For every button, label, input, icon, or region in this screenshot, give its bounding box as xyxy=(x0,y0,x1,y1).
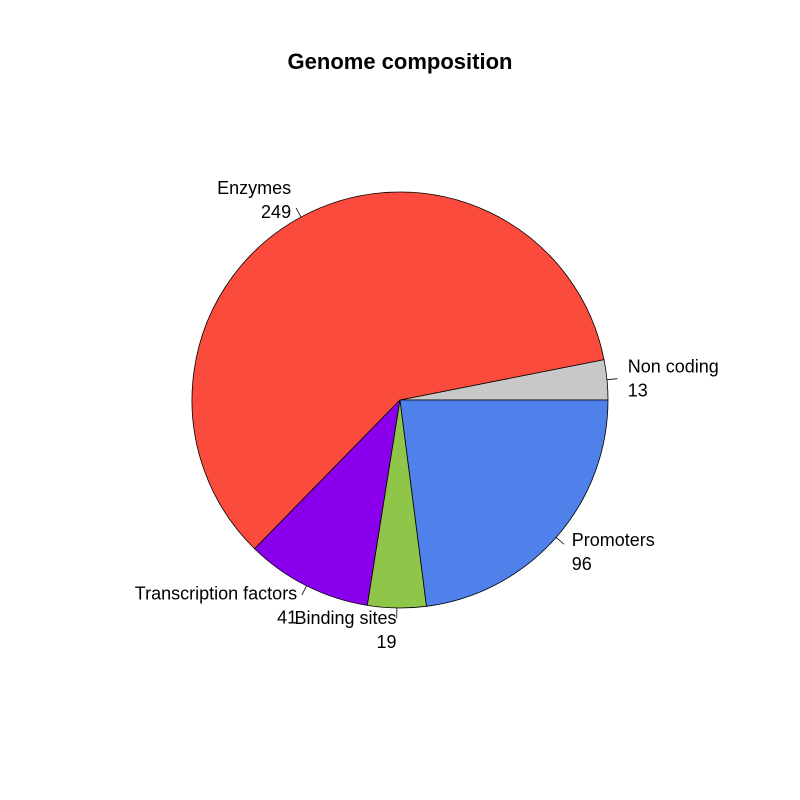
slice-value-enzymes: 249 xyxy=(261,202,291,222)
slice-label-transcription-factors: Transcription factors xyxy=(135,583,297,603)
pie-slice-promoters xyxy=(399,399,609,607)
slice-value-non-coding: 13 xyxy=(628,381,648,401)
slice-label-promoters: Promoters xyxy=(572,530,655,550)
slice-value-binding-sites: 19 xyxy=(377,632,397,652)
pie-slices xyxy=(191,191,609,609)
slice-value-transcription-factors: 41 xyxy=(277,607,297,627)
chart-title: Genome composition xyxy=(288,49,513,74)
pie-labels: Non coding 13 Enzymes 249 Transcription fact… xyxy=(135,178,719,652)
pie-slice-enzymes xyxy=(191,191,605,550)
leader-tick-enzymes xyxy=(295,207,302,218)
leader-tick-transcription-factors xyxy=(301,585,307,596)
leader-tick-non-coding xyxy=(606,378,618,381)
leader-tick-promoters xyxy=(555,537,565,545)
slice-label-non-coding: Non coding xyxy=(628,357,719,377)
pie-slice-transcription-factors xyxy=(254,399,401,606)
slice-label-enzymes: Enzymes xyxy=(217,178,291,198)
slice-label-binding-sites: Binding sites xyxy=(294,608,396,628)
slice-value-promoters: 96 xyxy=(572,554,592,574)
